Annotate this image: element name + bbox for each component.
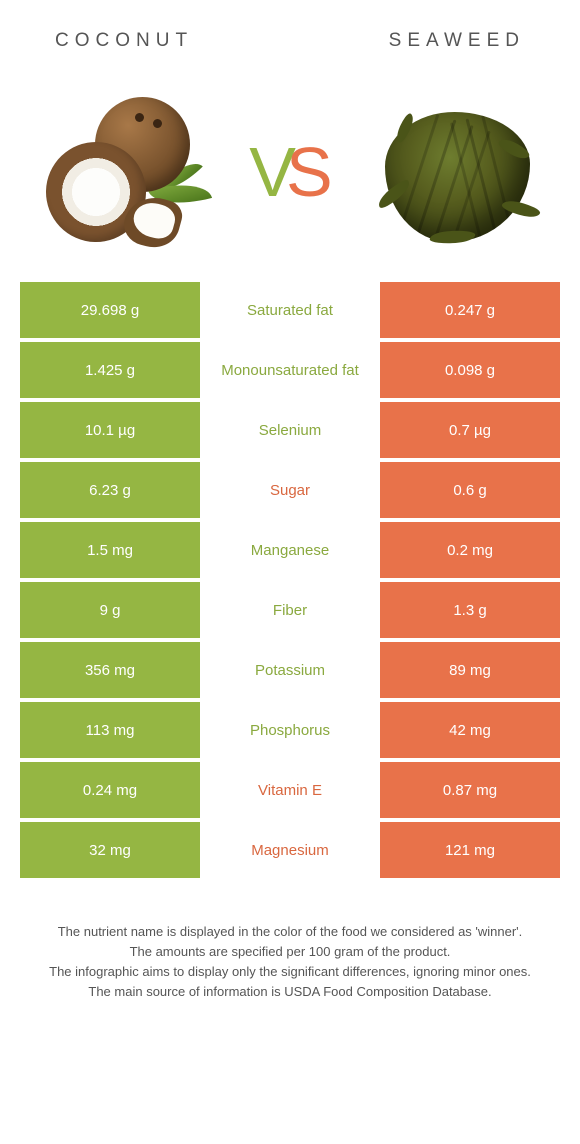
right-value: 121 mg (380, 822, 560, 878)
nutrient-row: 6.23 gSugar0.6 g (20, 462, 560, 518)
left-value: 1.5 mg (20, 522, 200, 578)
nutrient-label: Potassium (200, 642, 380, 698)
left-value: 0.24 mg (20, 762, 200, 818)
right-value: 0.6 g (380, 462, 560, 518)
vs-label: V S (245, 132, 334, 212)
nutrient-label: Sugar (200, 462, 380, 518)
nutrient-label: Selenium (200, 402, 380, 458)
right-value: 0.7 µg (380, 402, 560, 458)
left-value: 10.1 µg (20, 402, 200, 458)
nutrient-row: 32 mgMagnesium121 mg (20, 822, 560, 878)
right-food-title: Seaweed (389, 30, 525, 52)
left-value: 9 g (20, 582, 200, 638)
nutrient-label: Saturated fat (200, 282, 380, 338)
nutrient-row: 9 gFiber1.3 g (20, 582, 560, 638)
right-value: 0.2 mg (380, 522, 560, 578)
footnote: The nutrient name is displayed in the co… (0, 882, 580, 1003)
nutrient-label: Magnesium (200, 822, 380, 878)
nutrient-row: 1.5 mgManganese0.2 mg (20, 522, 560, 578)
footnote-line: The nutrient name is displayed in the co… (40, 922, 540, 942)
left-value: 6.23 g (20, 462, 200, 518)
left-value: 32 mg (20, 822, 200, 878)
nutrient-row: 1.425 gMonounsaturated fat0.098 g (20, 342, 560, 398)
footnote-line: The infographic aims to display only the… (40, 962, 540, 982)
nutrient-label: Manganese (200, 522, 380, 578)
left-value: 29.698 g (20, 282, 200, 338)
right-value: 0.247 g (380, 282, 560, 338)
nutrient-label: Phosphorus (200, 702, 380, 758)
nutrient-table: 29.698 gSaturated fat0.247 g1.425 gMonou… (0, 282, 580, 878)
nutrient-label: Fiber (200, 582, 380, 638)
hero-row: V S (0, 72, 580, 282)
nutrient-row: 113 mgPhosphorus42 mg (20, 702, 560, 758)
left-food-title: Coconut (55, 30, 193, 52)
right-value: 1.3 g (380, 582, 560, 638)
left-value: 356 mg (20, 642, 200, 698)
right-value: 89 mg (380, 642, 560, 698)
nutrient-row: 29.698 gSaturated fat0.247 g (20, 282, 560, 338)
right-value: 42 mg (380, 702, 560, 758)
header: Coconut Seaweed (0, 0, 580, 72)
left-food-image (40, 92, 210, 252)
vs-s: S (286, 132, 331, 212)
right-food-image (370, 92, 540, 252)
nutrient-row: 0.24 mgVitamin E0.87 mg (20, 762, 560, 818)
left-value: 113 mg (20, 702, 200, 758)
right-value: 0.87 mg (380, 762, 560, 818)
right-value: 0.098 g (380, 342, 560, 398)
nutrient-label: Vitamin E (200, 762, 380, 818)
left-value: 1.425 g (20, 342, 200, 398)
nutrient-row: 10.1 µgSelenium0.7 µg (20, 402, 560, 458)
footnote-line: The amounts are specified per 100 gram o… (40, 942, 540, 962)
nutrient-row: 356 mgPotassium89 mg (20, 642, 560, 698)
footnote-line: The main source of information is USDA F… (40, 982, 540, 1002)
seaweed-icon (370, 92, 540, 252)
coconut-icon (40, 92, 210, 252)
nutrient-label: Monounsaturated fat (200, 342, 380, 398)
